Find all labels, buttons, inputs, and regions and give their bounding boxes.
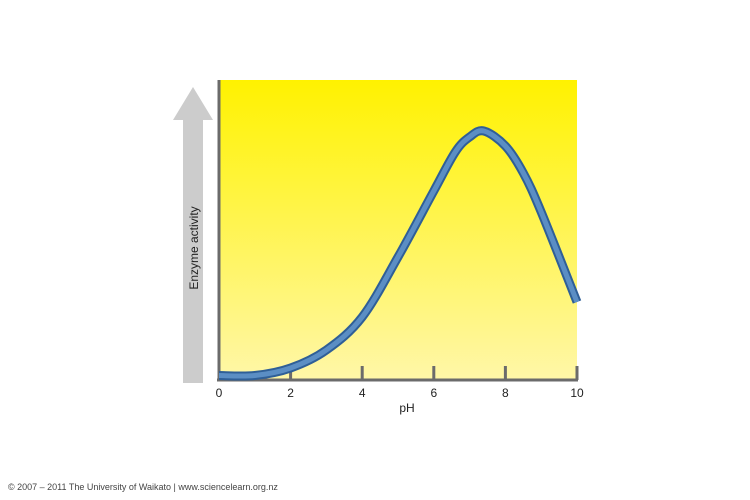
x-tick-label-2: 2	[287, 386, 294, 400]
activity-curve	[218, 128, 580, 379]
x-tick-label-10: 10	[570, 386, 584, 400]
x-tick-label-4: 4	[359, 386, 366, 400]
x-tick-label-0: 0	[216, 386, 223, 400]
x-axis-label: pH	[399, 401, 414, 415]
copyright-footer: © 2007 – 2011 The University of Waikato …	[8, 482, 278, 492]
x-tick-label-6: 6	[430, 386, 437, 400]
plot-area	[219, 80, 577, 380]
x-tick-label-8: 8	[502, 386, 509, 400]
y-axis-arrow-icon	[173, 87, 213, 383]
x-tick-labels: 0 2 4 6 8 10	[216, 386, 584, 400]
y-axis-label: Enzyme activity	[187, 206, 201, 289]
